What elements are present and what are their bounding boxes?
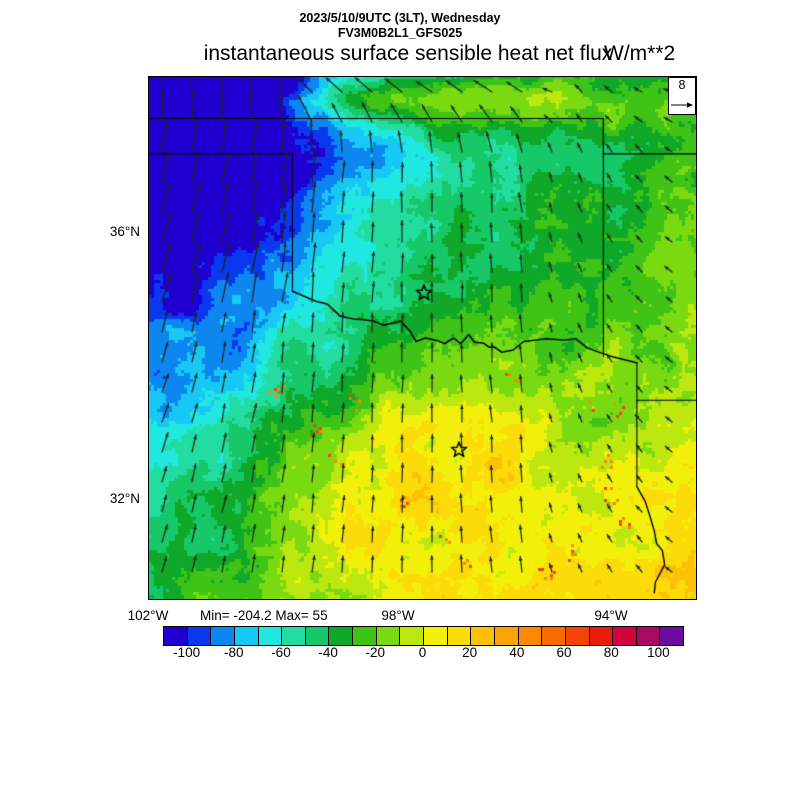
map-overlay-layer: [148, 76, 697, 600]
colorbar-swatch: [447, 627, 472, 645]
colorbar-swatch: [353, 627, 377, 645]
vector-legend-magnitude: 8: [678, 78, 686, 92]
colorbar-swatch: [518, 627, 543, 645]
page-title: instantaneous surface sensible heat net …: [203, 42, 613, 65]
colorbar-tick-label: -40: [318, 645, 338, 660]
colorbar-swatch: [424, 627, 448, 645]
colorbar-swatch: [305, 627, 330, 645]
colorbar-tick-label: 20: [462, 645, 478, 660]
vector-legend-box: [668, 77, 696, 115]
colorbar-tick-label: -60: [271, 645, 291, 660]
lat-label-36n: 36°N: [109, 224, 140, 239]
colorbar-swatch: [542, 627, 566, 645]
colorbar-tick-labels: -100 -80 -60 -40 -20 0 20 40 60 80 100: [0, 645, 800, 665]
map-plot-area[interactable]: [148, 76, 697, 600]
colorbar-tick-label: 60: [556, 645, 572, 660]
colorbar-swatch: [187, 627, 212, 645]
colorbar-swatch: [471, 627, 495, 645]
lon-label-102w: 102°W: [127, 608, 169, 623]
colorbar-tick-label: 80: [603, 645, 619, 660]
colorbar-tick-label: -20: [365, 645, 386, 660]
minmax-stats: Min= -204.2 Max= 55: [200, 608, 328, 623]
colorbar-swatch: [164, 627, 188, 645]
colorbar-swatch: [282, 627, 306, 645]
colorbar-swatch: [636, 627, 661, 645]
valid-time-title: 2023/5/10/9UTC (3LT), Wednesday: [299, 11, 501, 25]
colorbar-swatch: [376, 627, 401, 645]
colorbar-tick-label: -100: [173, 645, 201, 660]
model-run-title: FV3M0B2L1_GFS025: [337, 26, 463, 40]
colorbar-swatch: [234, 627, 259, 645]
colorbar-swatch: [660, 627, 684, 645]
lon-label-98w: 98°W: [381, 608, 415, 623]
colorbar-swatch: [494, 627, 519, 645]
colorbar-swatch: [400, 627, 425, 645]
colorbar-swatch: [329, 627, 354, 645]
lon-label-94w: 94°W: [594, 608, 628, 623]
colorbar-tick-label: 40: [509, 645, 525, 660]
colorbar-swatch: [258, 627, 283, 645]
units-label: W/m**2: [604, 42, 676, 65]
colorbar-tick-label: 100: [647, 645, 670, 660]
colorbar-swatch: [589, 627, 614, 645]
colorbar-swatch: [565, 627, 590, 645]
right-arrow-icon: [671, 102, 693, 108]
colorbar-swatch: [613, 627, 637, 645]
colorbar[interactable]: [163, 626, 684, 646]
lat-label-32n: 32°N: [109, 491, 140, 506]
colorbar-swatch: [211, 627, 235, 645]
colorbar-tick-label: -80: [224, 645, 244, 660]
colorbar-tick-label: 0: [418, 645, 427, 660]
